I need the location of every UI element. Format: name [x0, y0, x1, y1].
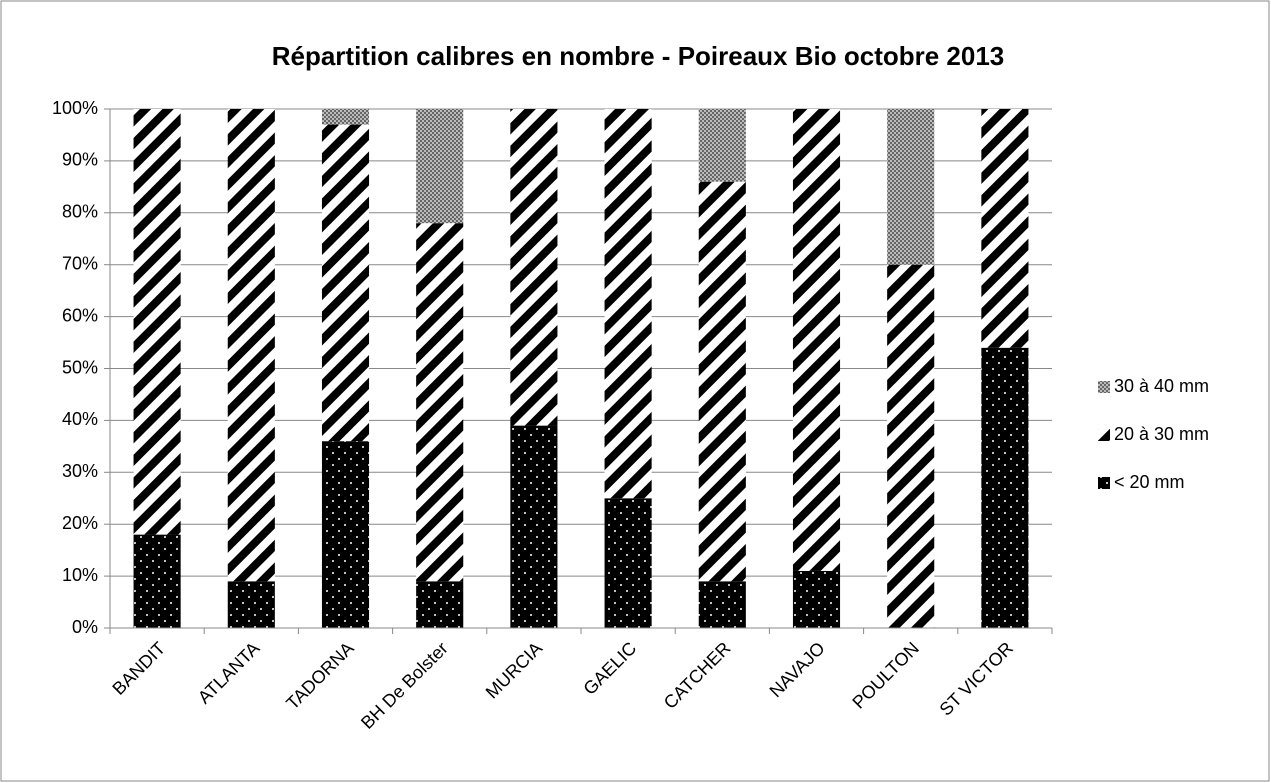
bar-segment: [416, 223, 464, 582]
bar-segment: [416, 109, 464, 224]
legend-swatch: [1098, 477, 1110, 489]
y-tick-label: 50%: [62, 357, 98, 377]
bar-segment: [792, 570, 841, 628]
bar-segment: [604, 109, 652, 499]
bar-segment: [227, 581, 275, 628]
bar-segment: [510, 425, 558, 628]
legend-label: 20 à 30 mm: [1114, 424, 1209, 444]
bar-segment: [981, 109, 1029, 348]
bar-segment: [227, 109, 275, 582]
bar-segment: [416, 581, 464, 628]
bar-segment: [887, 109, 935, 265]
y-tick-label: 0%: [72, 617, 98, 637]
bar-segment: [698, 181, 746, 582]
bar-segment: [133, 534, 181, 628]
bar-segment: [321, 124, 370, 442]
bar-segment: [887, 264, 935, 628]
bar-segment: [698, 581, 746, 628]
y-tick-label: 70%: [62, 253, 98, 273]
bar-segment: [981, 347, 1029, 628]
legend-swatch: [1098, 429, 1110, 441]
bar-segment: [510, 109, 558, 426]
y-tick-label: 80%: [62, 202, 98, 222]
y-tick-label: 10%: [62, 565, 98, 585]
bar-segment: [604, 498, 652, 628]
legend-label: 30 à 40 mm: [1114, 376, 1209, 396]
y-tick-label: 100%: [52, 98, 98, 118]
bar-segment: [792, 109, 841, 571]
legend-label: < 20 mm: [1114, 472, 1185, 492]
y-tick-label: 30%: [62, 461, 98, 481]
bar-segment: [321, 441, 370, 628]
chart-title: Répartition calibres en nombre - Poireau…: [272, 41, 1005, 71]
bar-segment: [698, 109, 746, 182]
bar-segment: [133, 109, 181, 535]
legend-swatch: [1098, 381, 1110, 393]
y-tick-label: 40%: [62, 409, 98, 429]
y-tick-label: 20%: [62, 513, 98, 533]
y-tick-label: 90%: [62, 150, 98, 170]
y-tick-label: 60%: [62, 305, 98, 325]
bar-segment: [321, 109, 370, 125]
